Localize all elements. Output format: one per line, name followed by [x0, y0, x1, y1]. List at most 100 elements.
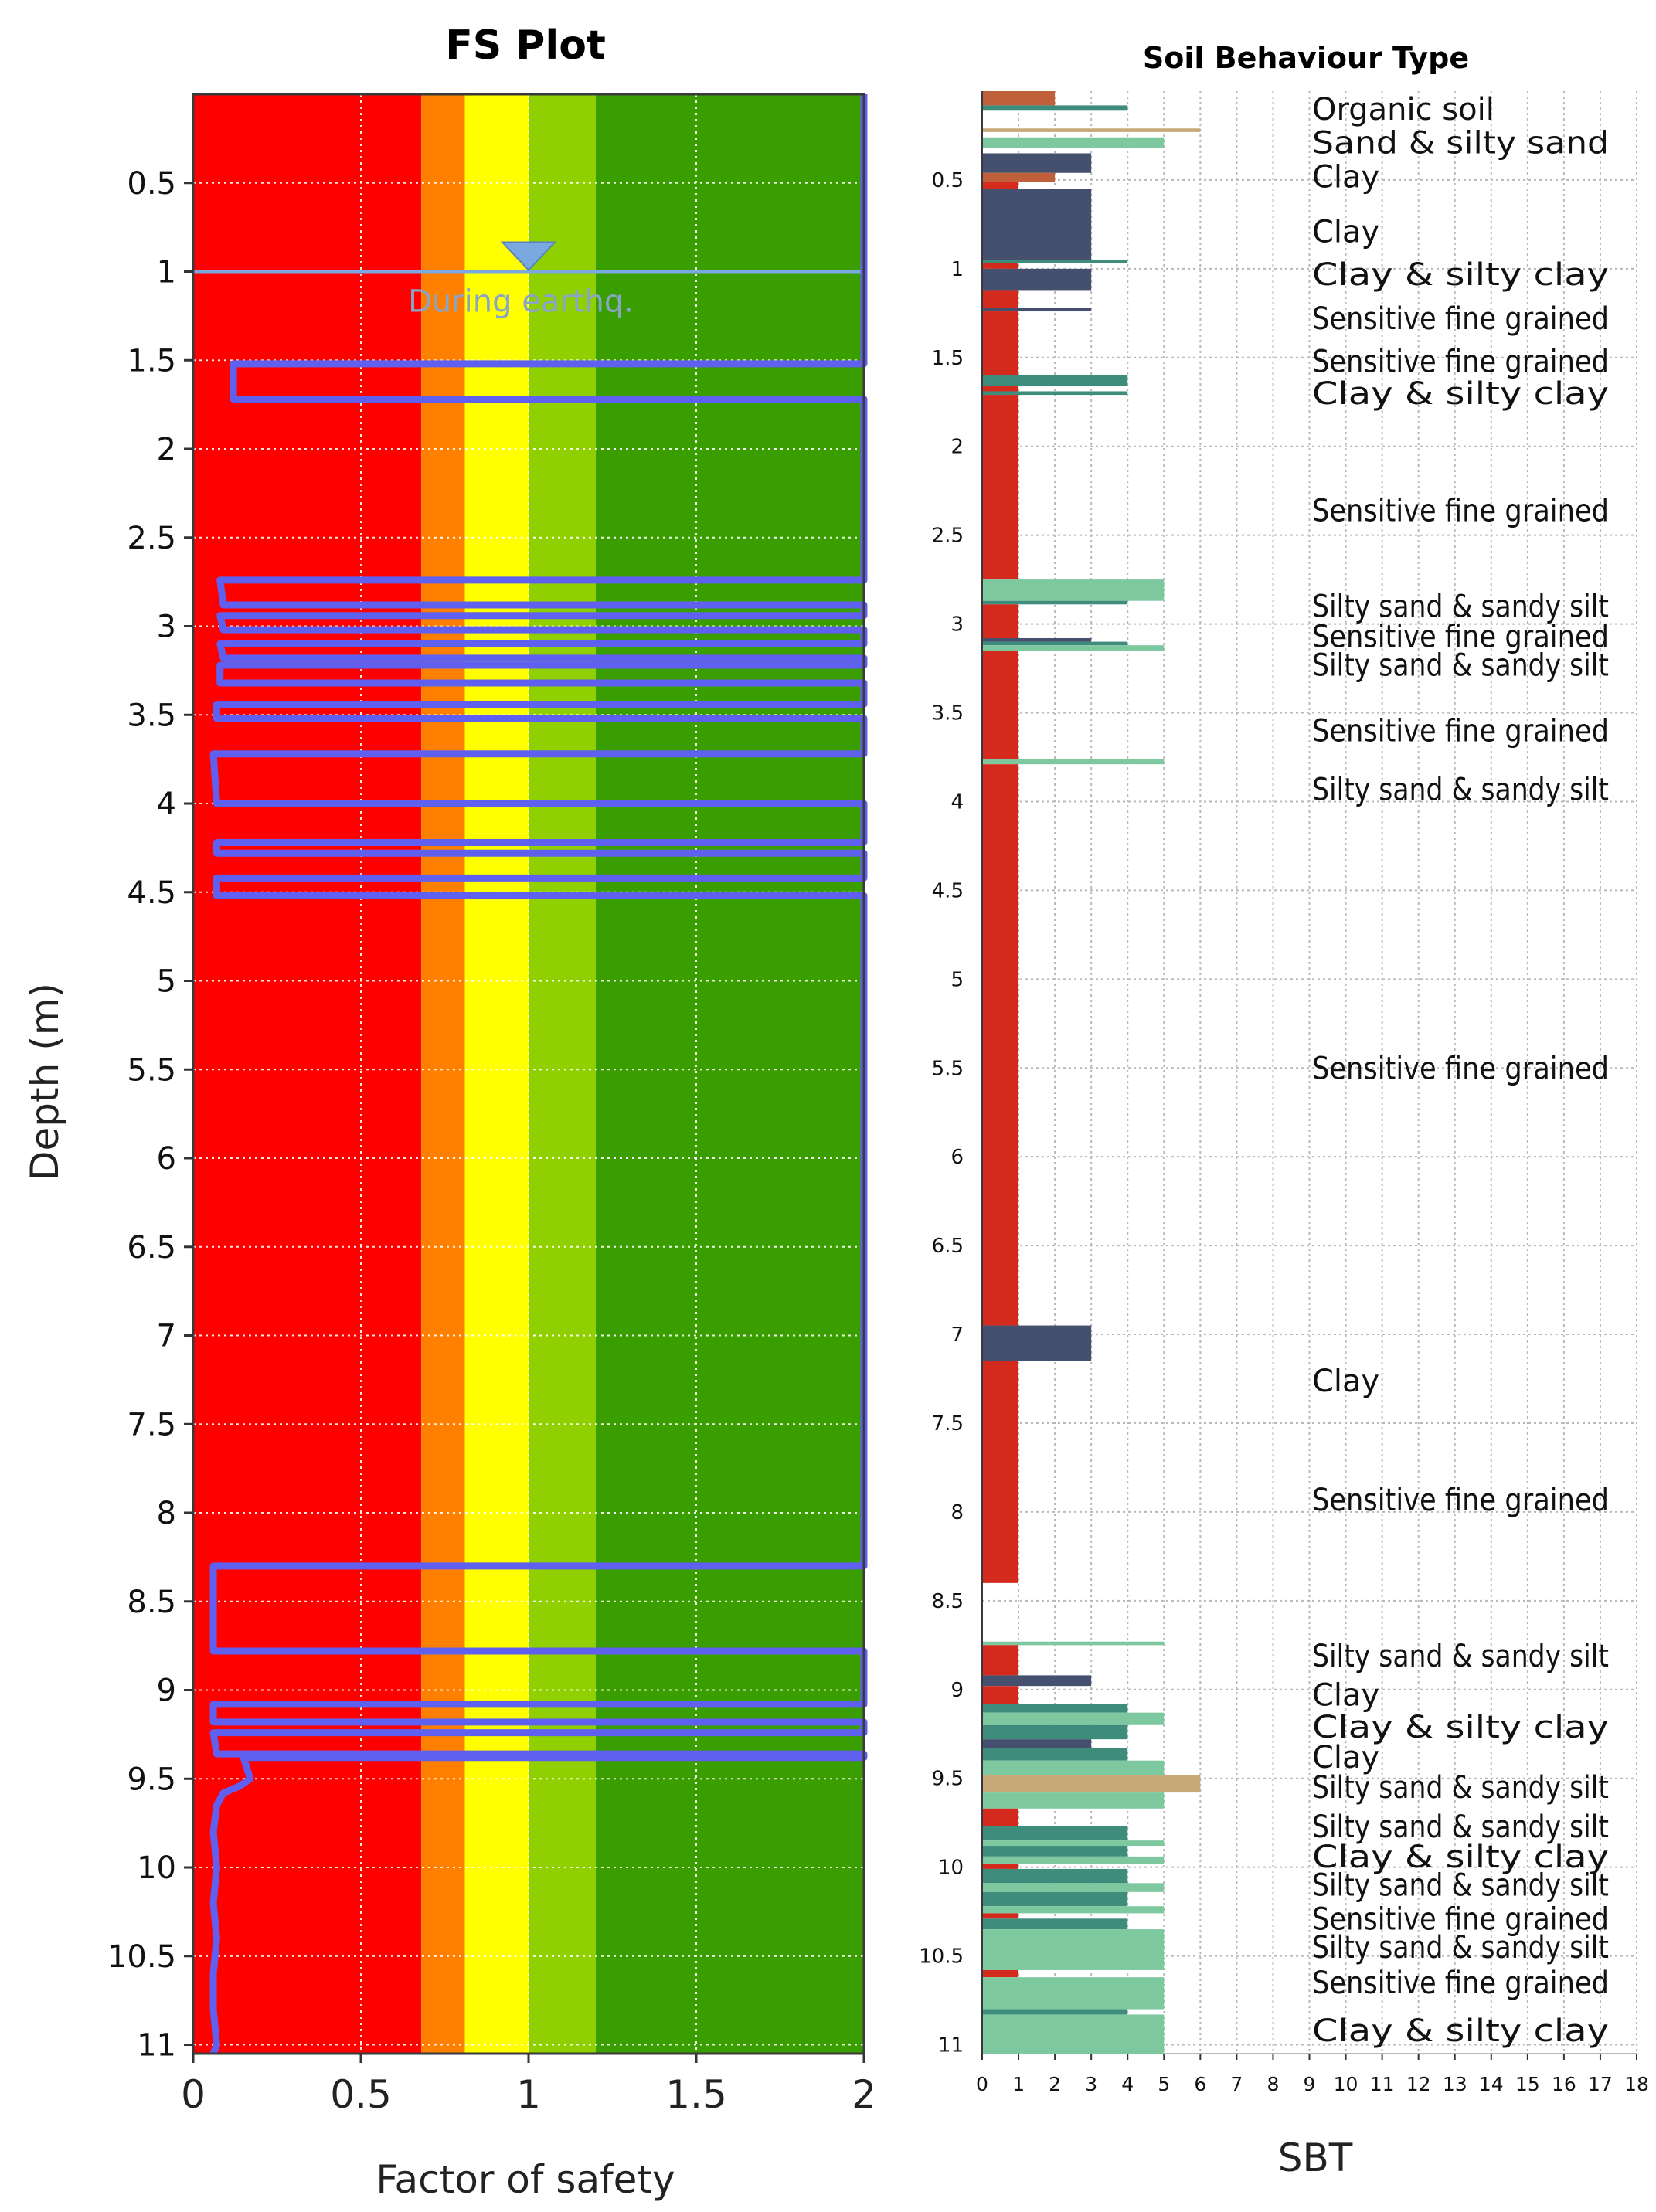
sbt-xtick-label-14: 14	[1479, 2073, 1504, 2095]
fs-x-axis-label: Factor of safety	[376, 2157, 675, 2202]
sbt-xtick-label-10: 10	[1334, 2073, 1358, 2095]
fs-ytick-label-19: 10	[137, 1850, 176, 1886]
sbt-bar-55	[982, 1977, 1165, 2010]
sbt-bar-52	[982, 1918, 1128, 1930]
sbt-xtick-label-13: 13	[1443, 2073, 1467, 2095]
fs-xtick-label-0: 0	[181, 2072, 206, 2117]
sbt-annotation-9: Silty sand & sandy silt	[1312, 590, 1609, 625]
sbt-annotation-25: Sensitive fine grained	[1312, 1901, 1609, 1937]
fs-series-line-0	[209, 94, 868, 2055]
sbt-ytick-label-1: 1	[950, 258, 964, 281]
sbt-bars	[982, 91, 1201, 2054]
fs-ytick-label-17: 9	[157, 1673, 176, 1709]
fs-ytick-label-6: 3.5	[127, 698, 176, 733]
sbt-bar-34	[982, 1712, 1165, 1725]
sbt-bar-56	[982, 2009, 1128, 2015]
sbt-bar-23	[982, 645, 1165, 651]
sbt-ytick-label-3: 2	[950, 436, 964, 459]
sbt-bar-10	[982, 268, 1092, 291]
sbt-bar-43	[982, 1840, 1165, 1847]
sbt-annotation-10: Sensitive fine grained	[1312, 620, 1609, 655]
sbt-bar-33	[982, 1704, 1128, 1713]
sbt-bar-6	[982, 182, 1019, 189]
sbt-annotation-6: Sensitive fine grained	[1312, 344, 1609, 379]
sbt-annotation-24: Silty sand & sandy silt	[1312, 1868, 1609, 1904]
fs-plot: FS Plot During earthq. 0.5 1 1.5 2 2.5 3 3.5 4 4…	[22, 22, 876, 2202]
sbt-ytick-label-2: 1.5	[932, 347, 964, 370]
sbt-xtick-label-16: 16	[1552, 2073, 1576, 2095]
sbt-ytick-label-14: 7.5	[932, 1412, 964, 1436]
sbt-bar-2	[982, 128, 1201, 132]
sbt-bar-12	[982, 308, 1092, 312]
sbt-ytick-label-0: 0.5	[932, 169, 964, 192]
sbt-bar-3	[982, 137, 1165, 148]
sbt-ytick-label-17: 9	[950, 1679, 964, 1702]
sbt-ytick-label-8: 4.5	[932, 879, 964, 902]
fs-ytick-label-20: 10.5	[107, 1939, 176, 1975]
fs-xtick-label-2: 1	[516, 2072, 541, 2117]
fs-zones	[193, 94, 864, 2054]
sbt-xtick-label-1: 1	[1012, 2073, 1025, 2095]
sbt-bar-39	[982, 1775, 1201, 1793]
sbt-gridlines	[981, 91, 1637, 2054]
sbt-bar-54	[982, 1969, 1019, 1978]
fs-gridlines	[193, 94, 864, 2054]
fs-y-ticks: 0.5 1 1.5 2 2.5 3 3.5 4 4.5 5 5.5 6 6.5 7 7.5 8 8.5 9 9.5 1…	[107, 166, 193, 2064]
sbt-bar-9	[982, 263, 1019, 269]
sbt-bar-14	[982, 375, 1128, 386]
sbt-bar-40	[982, 1792, 1165, 1809]
sbt-bar-42	[982, 1826, 1128, 1841]
water-table-label: During earthq.	[408, 284, 634, 320]
sbt-bar-50	[982, 1906, 1165, 1914]
water-table-marker-icon	[500, 241, 557, 271]
sbt-ytick-label-19: 10	[938, 1857, 964, 1880]
fs-ytick-label-18: 9.5	[127, 1762, 176, 1797]
sbt-bar-31	[982, 1675, 1092, 1687]
sbt-annotation-1: Sand & silty sand	[1312, 126, 1609, 161]
fs-ytick-label-12: 6.5	[127, 1230, 176, 1266]
sbt-annotation-20: Clay	[1312, 1740, 1379, 1775]
sbt-bar-20	[982, 604, 1019, 638]
fs-ytick-label-0: 0.5	[127, 166, 176, 202]
fs-plot-title: FS Plot	[445, 22, 606, 69]
sbt-bar-47	[982, 1868, 1128, 1884]
sbt-x-ticks: 0 1 2 3 4 5 6 7 8 9 10 11 12 13 14 15 16 17 18	[976, 2054, 1649, 2095]
sbt-bar-36	[982, 1739, 1092, 1748]
sbt-annotation-13: Silty sand & sandy silt	[1312, 772, 1609, 807]
sbt-annotation-14: Sensitive fine grained	[1312, 1051, 1609, 1086]
sbt-bar-19	[982, 600, 1128, 605]
sbt-annotation-15: Clay	[1312, 1364, 1379, 1399]
sbt-annotation-12: Sensitive fine grained	[1312, 714, 1609, 749]
sbt-bar-45	[982, 1856, 1165, 1864]
fs-ytick-label-4: 2.5	[127, 521, 176, 556]
sbt-y-ticks: 0.5 1 1.5 2 2.5 3 3.5 4 4.5 5 5.5 6 6.5 7 7.5 8 8.5 9 9.5 1…	[919, 169, 964, 2057]
sbt-annotation-18: Clay	[1312, 1678, 1379, 1714]
fs-ytick-label-8: 4.5	[127, 875, 176, 911]
sbt-bar-11	[982, 290, 1019, 308]
sbt-plot-title: Soil Behaviour Type	[1143, 41, 1469, 75]
sbt-bar-53	[982, 1929, 1165, 1970]
sbt-xtick-label-17: 17	[1588, 2073, 1613, 2095]
sbt-ytick-label-11: 6	[950, 1146, 964, 1169]
sbt-bar-38	[982, 1760, 1165, 1775]
sbt-bar-24	[982, 651, 1019, 759]
sbt-ytick-label-15: 8	[950, 1501, 964, 1524]
sbt-ytick-label-10: 5.5	[932, 1057, 964, 1080]
sbt-bar-16	[982, 391, 1128, 396]
sbt-bar-4	[982, 153, 1092, 173]
sbt-bar-1	[982, 105, 1128, 111]
fs-zone-1	[421, 94, 465, 2054]
fs-ytick-label-3: 2	[157, 432, 176, 467]
sbt-ytick-label-12: 6.5	[932, 1235, 964, 1258]
fs-xtick-label-4: 2	[852, 2072, 876, 2117]
sbt-bar-18	[982, 579, 1165, 601]
fs-series	[209, 94, 868, 2055]
sbt-ytick-label-4: 2.5	[932, 525, 964, 548]
fs-ytick-label-10: 5.5	[127, 1052, 176, 1088]
sbt-ytick-label-13: 7	[950, 1323, 964, 1347]
sbt-xtick-label-11: 11	[1370, 2073, 1395, 2095]
sbt-annotation-7: Clay & silty clay	[1312, 376, 1609, 412]
sbt-xtick-label-2: 2	[1049, 2073, 1061, 2095]
